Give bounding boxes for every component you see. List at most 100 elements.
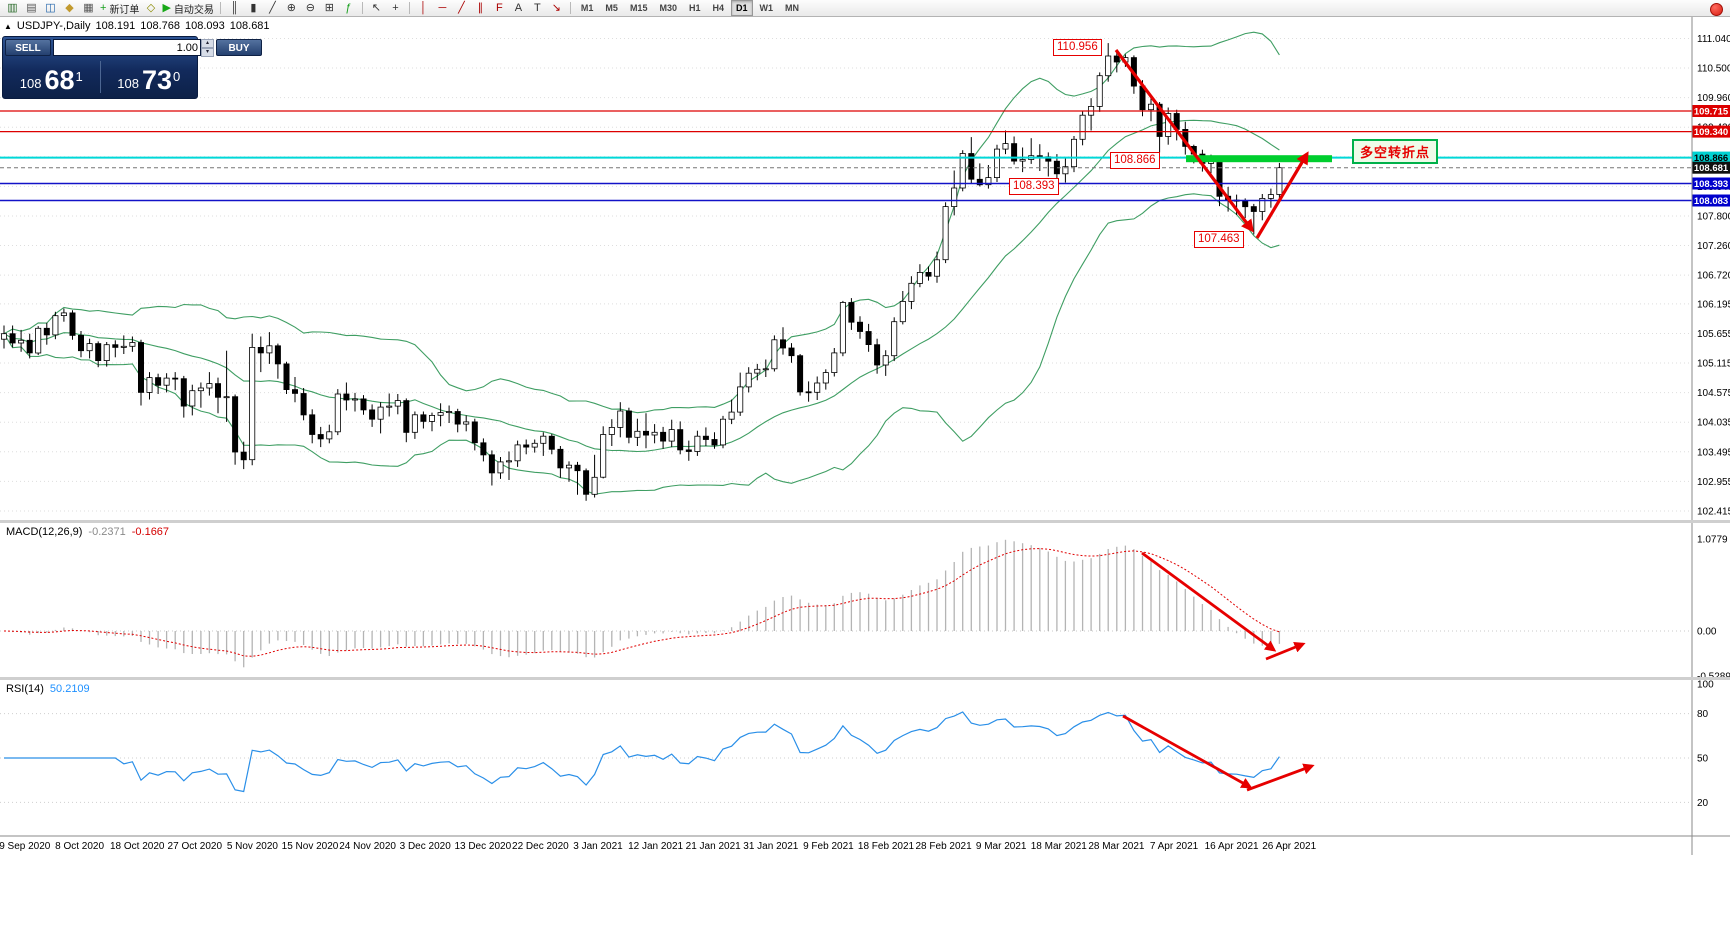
timeframe-m30-button[interactable]: M30 bbox=[659, 3, 677, 13]
arrow-tool-button[interactable]: ↘ bbox=[547, 1, 566, 16]
volume-decrease-button[interactable]: ▾ bbox=[201, 48, 214, 57]
trend-arrow[interactable] bbox=[1246, 763, 1315, 792]
svg-text:24 Nov 2020: 24 Nov 2020 bbox=[339, 841, 396, 852]
buy-button[interactable]: BUY bbox=[216, 39, 262, 56]
support-zone-highlight[interactable] bbox=[1186, 155, 1332, 163]
bars-chart-button[interactable]: ║ bbox=[225, 1, 244, 16]
metaeditor-icon: ◇ bbox=[146, 2, 156, 14]
macd-name: MACD(12,26,9) bbox=[6, 526, 83, 538]
one-click-panel-toggle[interactable]: ▲ bbox=[4, 21, 12, 31]
line-chart-button[interactable]: ╱ bbox=[263, 1, 282, 16]
macd-value: -0.2371 bbox=[88, 526, 126, 538]
profiles-icon: ▤ bbox=[26, 2, 37, 14]
buy-price-display[interactable]: 108 73 0 bbox=[101, 57, 198, 97]
sell-button[interactable]: SELL bbox=[5, 39, 51, 56]
svg-text:108.681: 108.681 bbox=[1694, 163, 1729, 174]
timeframe-toolbar: M1 M5 M15 M30 H1 H4 D1 W1 MN bbox=[575, 0, 805, 17]
sell-price-bigfigure: 108 bbox=[19, 76, 42, 91]
navigator-button[interactable]: ◆ bbox=[60, 1, 79, 16]
label-icon: T bbox=[534, 2, 541, 14]
notifications-icon[interactable] bbox=[1710, 3, 1723, 16]
svg-text:107.800: 107.800 bbox=[1697, 212, 1730, 223]
fibonacci-icon: F bbox=[496, 2, 503, 14]
timeframe-m5-button[interactable]: M5 bbox=[605, 3, 618, 13]
channel-button[interactable]: ∥ bbox=[471, 1, 490, 16]
symbol-period-label: USDJPY-,Daily bbox=[16, 20, 91, 32]
price-tag-annotation[interactable]: 107.463 bbox=[1194, 231, 1244, 248]
fibonacci-button[interactable]: F bbox=[490, 1, 509, 16]
macd-window-label: MACD(12,26,9) -0.2371 -0.1667 bbox=[6, 526, 169, 538]
autotrading-button-label: 自动交易 bbox=[173, 4, 214, 16]
trend-arrow[interactable] bbox=[1141, 551, 1277, 652]
timeframe-h4-button[interactable]: H4 bbox=[712, 3, 724, 13]
pane-separator[interactable] bbox=[0, 520, 1730, 523]
price-tag-annotation[interactable]: 108.393 bbox=[1009, 178, 1059, 195]
trend-arrow[interactable] bbox=[1265, 641, 1306, 661]
timeframe-m15-button[interactable]: M15 bbox=[629, 3, 648, 13]
svg-text:28 Feb 2021: 28 Feb 2021 bbox=[916, 841, 973, 852]
vertical-line-button[interactable]: │ bbox=[414, 1, 433, 16]
sell-price-point: 1 bbox=[75, 69, 83, 84]
autotrading-button[interactable]: ▶ 自动交易 bbox=[160, 1, 215, 16]
timeframe-m1-button[interactable]: M1 bbox=[580, 3, 594, 13]
svg-text:108.083: 108.083 bbox=[1694, 196, 1728, 207]
crosshair-button[interactable]: + bbox=[386, 1, 405, 16]
timeframe-mn-button[interactable]: MN bbox=[785, 3, 800, 13]
timeframe-h1-button[interactable]: H1 bbox=[688, 3, 701, 13]
navigator-icon: ◆ bbox=[65, 2, 74, 14]
zoom-in-button[interactable]: ⊕ bbox=[282, 1, 301, 16]
horizontal-line-button[interactable]: ─ bbox=[433, 1, 452, 16]
price-tag-annotation[interactable]: 110.956 bbox=[1053, 39, 1102, 56]
timeframe-w1-button[interactable]: W1 bbox=[759, 3, 774, 13]
new-chart-button[interactable]: ▥ bbox=[3, 1, 22, 16]
svg-text:8 Oct 2020: 8 Oct 2020 bbox=[55, 841, 104, 852]
new-order-icon: + bbox=[100, 2, 107, 14]
autotrading-icon: ▶ bbox=[162, 2, 171, 14]
market-watch-button[interactable]: ◫ bbox=[41, 1, 60, 16]
turning-point-note[interactable]: 多空转折点 bbox=[1352, 139, 1439, 164]
svg-text:3 Dec 2020: 3 Dec 2020 bbox=[400, 841, 452, 852]
trend-arrow[interactable] bbox=[1255, 151, 1309, 239]
crosshair-icon: + bbox=[392, 2, 399, 14]
label-button[interactable]: T bbox=[528, 1, 547, 16]
indicators-button[interactable]: ƒ bbox=[339, 1, 358, 16]
new-order-button[interactable]: + 新订单 bbox=[98, 1, 141, 16]
svg-text:108.393: 108.393 bbox=[1694, 179, 1728, 190]
volume-input[interactable] bbox=[53, 39, 201, 56]
candlestick-chart-button[interactable]: ▮ bbox=[244, 1, 263, 16]
rsi-window-label: RSI(14) 50.2109 bbox=[6, 683, 90, 695]
trend-arrow[interactable] bbox=[1114, 49, 1254, 233]
svg-text:5 Nov 2020: 5 Nov 2020 bbox=[227, 841, 279, 852]
bars-chart-icon: ║ bbox=[230, 2, 239, 14]
chart-info-line: ▲ USDJPY-,Daily 108.191 108.768 108.093 … bbox=[4, 20, 270, 32]
cursor-icon: ↖ bbox=[371, 2, 382, 14]
price-divider bbox=[99, 61, 101, 93]
trend-arrow[interactable] bbox=[1122, 714, 1253, 789]
cursor-button[interactable]: ↖ bbox=[367, 1, 386, 16]
metaeditor-button[interactable]: ◇ bbox=[141, 1, 160, 16]
toolbar-separator bbox=[361, 2, 363, 14]
svg-text:3 Jan 2021: 3 Jan 2021 bbox=[573, 841, 623, 852]
terminal-button[interactable]: ▦ bbox=[79, 1, 98, 16]
tile-windows-icon: ⊞ bbox=[324, 2, 335, 14]
pane-separator[interactable] bbox=[0, 677, 1730, 680]
profiles-button[interactable]: ▤ bbox=[22, 1, 41, 16]
price-tag-annotation[interactable]: 108.866 bbox=[1110, 152, 1160, 169]
trendline-button[interactable]: ╱ bbox=[452, 1, 471, 16]
sell-price-display[interactable]: 108 68 1 bbox=[3, 57, 100, 97]
close-value: 108.681 bbox=[229, 20, 270, 32]
zoom-out-button[interactable]: ⊖ bbox=[301, 1, 320, 16]
line-chart-icon: ╱ bbox=[269, 2, 276, 14]
tile-windows-button[interactable]: ⊞ bbox=[320, 1, 339, 16]
timeframe-d1-button[interactable]: D1 bbox=[731, 0, 753, 16]
text-button[interactable]: A bbox=[509, 1, 528, 16]
volume-increase-button[interactable]: ▴ bbox=[201, 39, 214, 48]
rsi-name: RSI(14) bbox=[6, 683, 44, 695]
high-value: 108.768 bbox=[140, 20, 181, 32]
zoom-out-icon: ⊖ bbox=[305, 2, 316, 14]
text-icon: A bbox=[514, 2, 523, 14]
horizontal-line-icon: ─ bbox=[438, 2, 447, 14]
buy-price-pips: 73 bbox=[141, 65, 172, 95]
